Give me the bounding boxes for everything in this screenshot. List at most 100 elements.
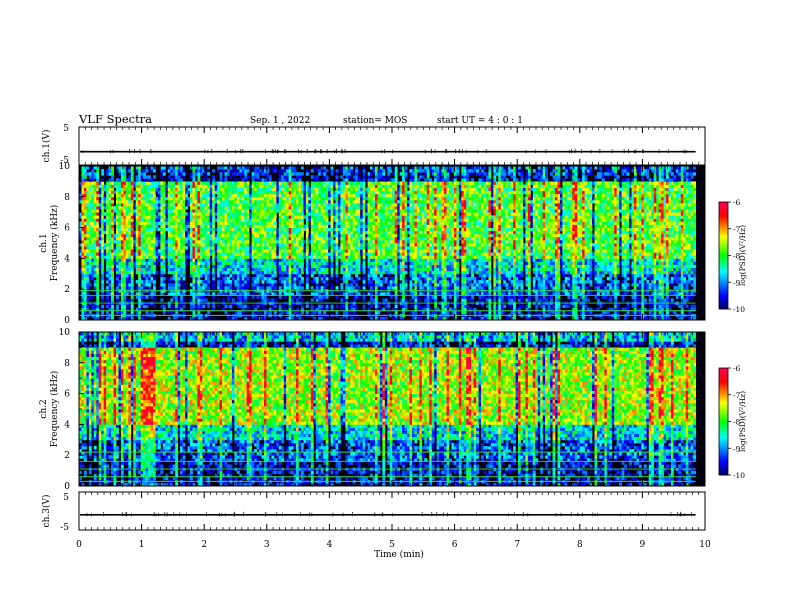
spectrogram-cell <box>226 298 230 302</box>
spectrogram-cell <box>209 209 213 213</box>
spectrogram-cell <box>120 206 124 210</box>
spectrogram-cell <box>362 181 366 185</box>
spectrogram-cell <box>318 227 322 232</box>
spectrogram-cell <box>199 249 203 253</box>
spectrogram-cell <box>226 233 230 238</box>
spectrogram-cell <box>108 193 112 198</box>
spectrogram-cell <box>261 279 265 284</box>
spectrogram-cell <box>266 236 270 241</box>
spectrogram-cell <box>140 218 144 222</box>
spectrogram-cell <box>315 295 319 299</box>
spectrogram-cell <box>231 246 235 250</box>
spectrogram-cell <box>333 206 336 210</box>
spectrogram-cell <box>162 264 166 269</box>
spectrogram-cell <box>81 227 85 232</box>
spectrogram-cell <box>347 236 351 241</box>
spectrogram-cell <box>150 255 154 259</box>
spectrogram-cell <box>239 249 243 253</box>
spectrogram-cell <box>103 199 107 204</box>
spectrogram-cell <box>111 166 114 170</box>
spectrogram-cell <box>249 249 253 253</box>
spectrogram-cell <box>81 261 85 265</box>
spectrogram-cell <box>170 190 174 195</box>
spectrogram-cell <box>182 218 186 222</box>
spectrogram-cell <box>81 246 85 250</box>
spectrogram-cell <box>197 218 201 222</box>
spectrogram-cell <box>88 233 92 238</box>
spectrogram-cell <box>261 206 265 210</box>
spectrogram-cell <box>256 243 260 247</box>
spectrogram-cell <box>204 298 208 302</box>
spectrogram-cell <box>108 199 112 204</box>
spectrogram-cell <box>298 221 302 225</box>
spectrogram-cell <box>145 221 149 225</box>
spectrogram-cell <box>254 239 257 244</box>
spectrogram-cell <box>177 187 181 192</box>
spectrogram-cell <box>318 286 322 290</box>
spectrogram-cell <box>194 298 198 302</box>
spectrogram-cell <box>175 252 179 256</box>
spectrogram-cell <box>357 236 361 241</box>
spectrogram-cell <box>278 172 282 176</box>
spectrogram-cell <box>362 249 366 253</box>
spectrogram-cell <box>261 230 265 235</box>
spectrogram-cell <box>370 224 373 228</box>
spectrogram-cell <box>374 295 378 299</box>
spectrogram-cell <box>303 252 307 256</box>
spectrogram-cell <box>337 190 341 195</box>
spectrogram-cell <box>273 227 277 232</box>
spectrogram-cell <box>123 267 127 272</box>
spectrogram-cell <box>320 224 324 228</box>
spectrogram-cell <box>214 258 218 262</box>
spectrogram-cell <box>263 267 267 272</box>
spectrogram-cell <box>313 276 317 281</box>
spectrogram-cell <box>123 190 127 195</box>
spectrogram-cell <box>342 264 346 269</box>
spectrogram-cell <box>300 190 304 195</box>
spectrogram-cell <box>296 227 299 232</box>
spectrogram-cell <box>222 239 225 244</box>
spectrogram-cell <box>98 249 102 253</box>
spectrogram-cell <box>135 292 139 296</box>
spectrogram-cell <box>372 193 376 198</box>
spectrogram-cell <box>254 252 257 256</box>
spectrogram-cell <box>239 310 243 315</box>
spectrogram-cell <box>138 187 142 192</box>
spectrogram-cell <box>273 239 277 244</box>
spectrogram-cell <box>305 236 309 241</box>
spectrogram-cell <box>374 206 378 210</box>
spectrogram-cell <box>125 206 129 210</box>
spectrogram-cell <box>310 187 314 192</box>
spectrogram-cell <box>313 295 317 299</box>
spectrogram-cell <box>108 209 112 213</box>
spectrogram-cell <box>96 224 100 228</box>
spectrogram-cell <box>355 166 359 170</box>
spectrogram-cell <box>199 218 203 222</box>
spectrogram-cell <box>172 224 176 228</box>
spectrogram-cell <box>130 224 134 228</box>
spectrogram-cell <box>120 202 124 207</box>
spectrogram-cell <box>333 230 336 235</box>
spectrogram-cell <box>325 193 329 198</box>
spectrogram-cell <box>224 178 228 182</box>
spectrogram-cell <box>108 264 112 269</box>
spectrogram-cell <box>271 190 275 195</box>
spectrogram-cell <box>172 175 176 179</box>
spectrogram-cell <box>256 252 260 256</box>
spectrogram-cell <box>310 218 314 222</box>
spectrogram-cell <box>288 316 292 321</box>
spectrogram-cell <box>323 264 327 269</box>
spectrogram-cell <box>325 190 329 195</box>
spectrogram-cell <box>197 273 201 278</box>
spectrogram-cell <box>135 218 139 222</box>
spectrogram-cell <box>219 178 223 182</box>
spectrogram-cell <box>135 270 139 275</box>
spectrogram-cell <box>101 239 105 244</box>
spectrogram-cell <box>120 172 124 176</box>
spectrogram-cell <box>300 267 304 272</box>
spectrogram-cell <box>86 304 90 309</box>
spectrogram-cell <box>286 283 290 287</box>
spectrogram-cell <box>288 221 292 225</box>
spectrogram-cell <box>123 316 127 321</box>
spectrogram-cell <box>340 270 344 275</box>
